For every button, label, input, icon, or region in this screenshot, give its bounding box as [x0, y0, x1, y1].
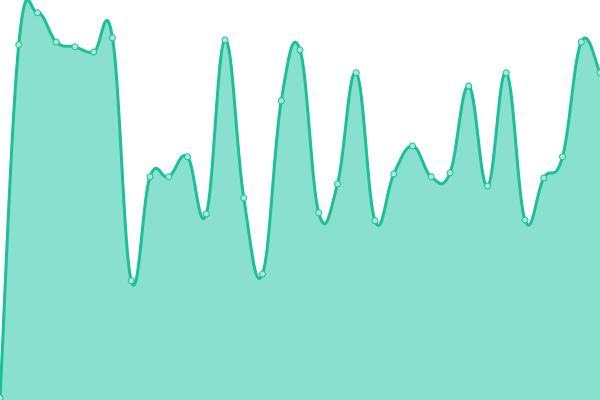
data-point-24	[446, 169, 454, 177]
data-point-4	[71, 43, 79, 51]
data-point-13	[240, 194, 248, 202]
data-point-30	[559, 153, 566, 161]
data-point-28	[521, 216, 529, 224]
data-point-18	[334, 180, 341, 188]
data-point-23	[427, 173, 435, 181]
data-point-17	[315, 209, 323, 217]
data-point-0	[0, 394, 4, 400]
data-point-12	[221, 36, 229, 44]
data-point-5	[90, 48, 98, 56]
data-point-10	[184, 153, 191, 161]
data-point-25	[465, 82, 473, 90]
data-point-11	[202, 210, 210, 218]
data-point-1	[15, 41, 23, 49]
data-point-21	[390, 170, 398, 178]
data-point-26	[484, 182, 491, 190]
data-point-7	[127, 277, 135, 285]
data-point-8	[146, 173, 154, 181]
data-point-9	[165, 173, 173, 181]
data-point-22	[409, 142, 416, 150]
data-point-3	[52, 38, 60, 46]
data-point-32	[596, 69, 600, 77]
data-point-6	[109, 34, 116, 42]
data-point-29	[540, 174, 548, 182]
data-point-2	[34, 9, 41, 17]
data-point-20	[371, 217, 379, 225]
data-point-19	[352, 69, 360, 77]
data-point-27	[502, 69, 510, 77]
data-point-14	[259, 270, 266, 278]
data-points	[0, 9, 600, 400]
data-point-15	[277, 97, 285, 105]
data-point-16	[296, 46, 304, 54]
data-point-31	[577, 38, 585, 46]
